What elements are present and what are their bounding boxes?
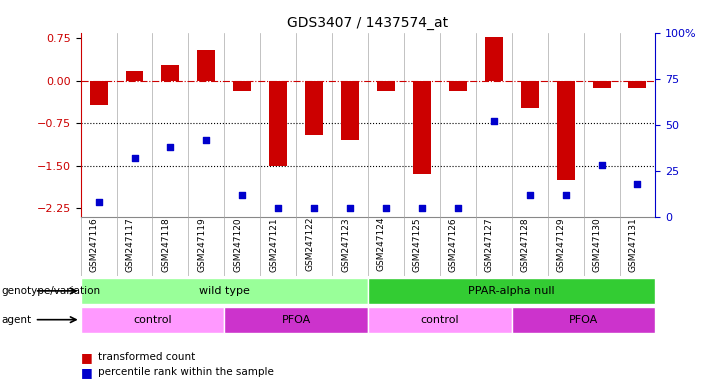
Point: [560, 192, 571, 198]
Bar: [269, 81, 287, 166]
Point: [129, 155, 140, 161]
Text: GSM247123: GSM247123: [341, 217, 350, 271]
Bar: [512, 307, 655, 333]
Bar: [592, 81, 611, 88]
Text: genotype/variation: genotype/variation: [1, 286, 100, 296]
Bar: [413, 81, 431, 174]
Bar: [224, 307, 368, 333]
Bar: [368, 278, 655, 304]
Point: [632, 181, 643, 187]
Text: GSM247128: GSM247128: [521, 217, 530, 271]
Text: GSM247117: GSM247117: [125, 217, 135, 272]
Bar: [485, 36, 503, 81]
Point: [237, 192, 248, 198]
Text: GSM247127: GSM247127: [485, 217, 494, 271]
Text: wild type: wild type: [199, 286, 250, 296]
Point: [344, 205, 355, 211]
Text: GSM247125: GSM247125: [413, 217, 422, 271]
Point: [524, 192, 536, 198]
Text: GSM247116: GSM247116: [90, 217, 99, 272]
Text: GSM247126: GSM247126: [449, 217, 458, 271]
Bar: [449, 81, 467, 91]
Point: [273, 205, 284, 211]
Text: GSM247119: GSM247119: [198, 217, 206, 272]
Bar: [368, 307, 512, 333]
Text: GSM247118: GSM247118: [161, 217, 170, 272]
Point: [488, 118, 499, 124]
Text: agent: agent: [1, 314, 32, 325]
Text: GSM247124: GSM247124: [377, 217, 386, 271]
Text: GSM247130: GSM247130: [592, 217, 601, 272]
Bar: [125, 71, 144, 81]
Bar: [81, 278, 368, 304]
Point: [596, 162, 607, 169]
Text: percentile rank within the sample: percentile rank within the sample: [98, 367, 274, 377]
Bar: [161, 65, 179, 81]
Point: [381, 205, 392, 211]
Bar: [521, 81, 538, 108]
Text: GSM247120: GSM247120: [233, 217, 243, 271]
Text: PFOA: PFOA: [282, 314, 311, 325]
Bar: [198, 50, 215, 81]
Title: GDS3407 / 1437574_at: GDS3407 / 1437574_at: [287, 16, 449, 30]
Text: ■: ■: [81, 366, 93, 379]
Text: control: control: [133, 314, 172, 325]
Point: [165, 144, 176, 150]
Bar: [233, 81, 251, 91]
Text: GSM247129: GSM247129: [557, 217, 566, 271]
Bar: [90, 81, 107, 105]
Text: ■: ■: [81, 351, 93, 364]
Text: PFOA: PFOA: [569, 314, 598, 325]
Bar: [81, 307, 224, 333]
Bar: [629, 81, 646, 88]
Text: control: control: [421, 314, 459, 325]
Bar: [377, 81, 395, 91]
Point: [452, 205, 463, 211]
Text: PPAR-alpha null: PPAR-alpha null: [468, 286, 555, 296]
Bar: [557, 81, 575, 180]
Text: GSM247131: GSM247131: [629, 217, 637, 272]
Point: [308, 205, 320, 211]
Text: GSM247122: GSM247122: [305, 217, 314, 271]
Point: [93, 199, 104, 205]
Bar: [305, 81, 323, 135]
Text: GSM247121: GSM247121: [269, 217, 278, 271]
Point: [200, 136, 212, 142]
Bar: [341, 81, 359, 141]
Point: [416, 205, 428, 211]
Text: transformed count: transformed count: [98, 352, 196, 362]
